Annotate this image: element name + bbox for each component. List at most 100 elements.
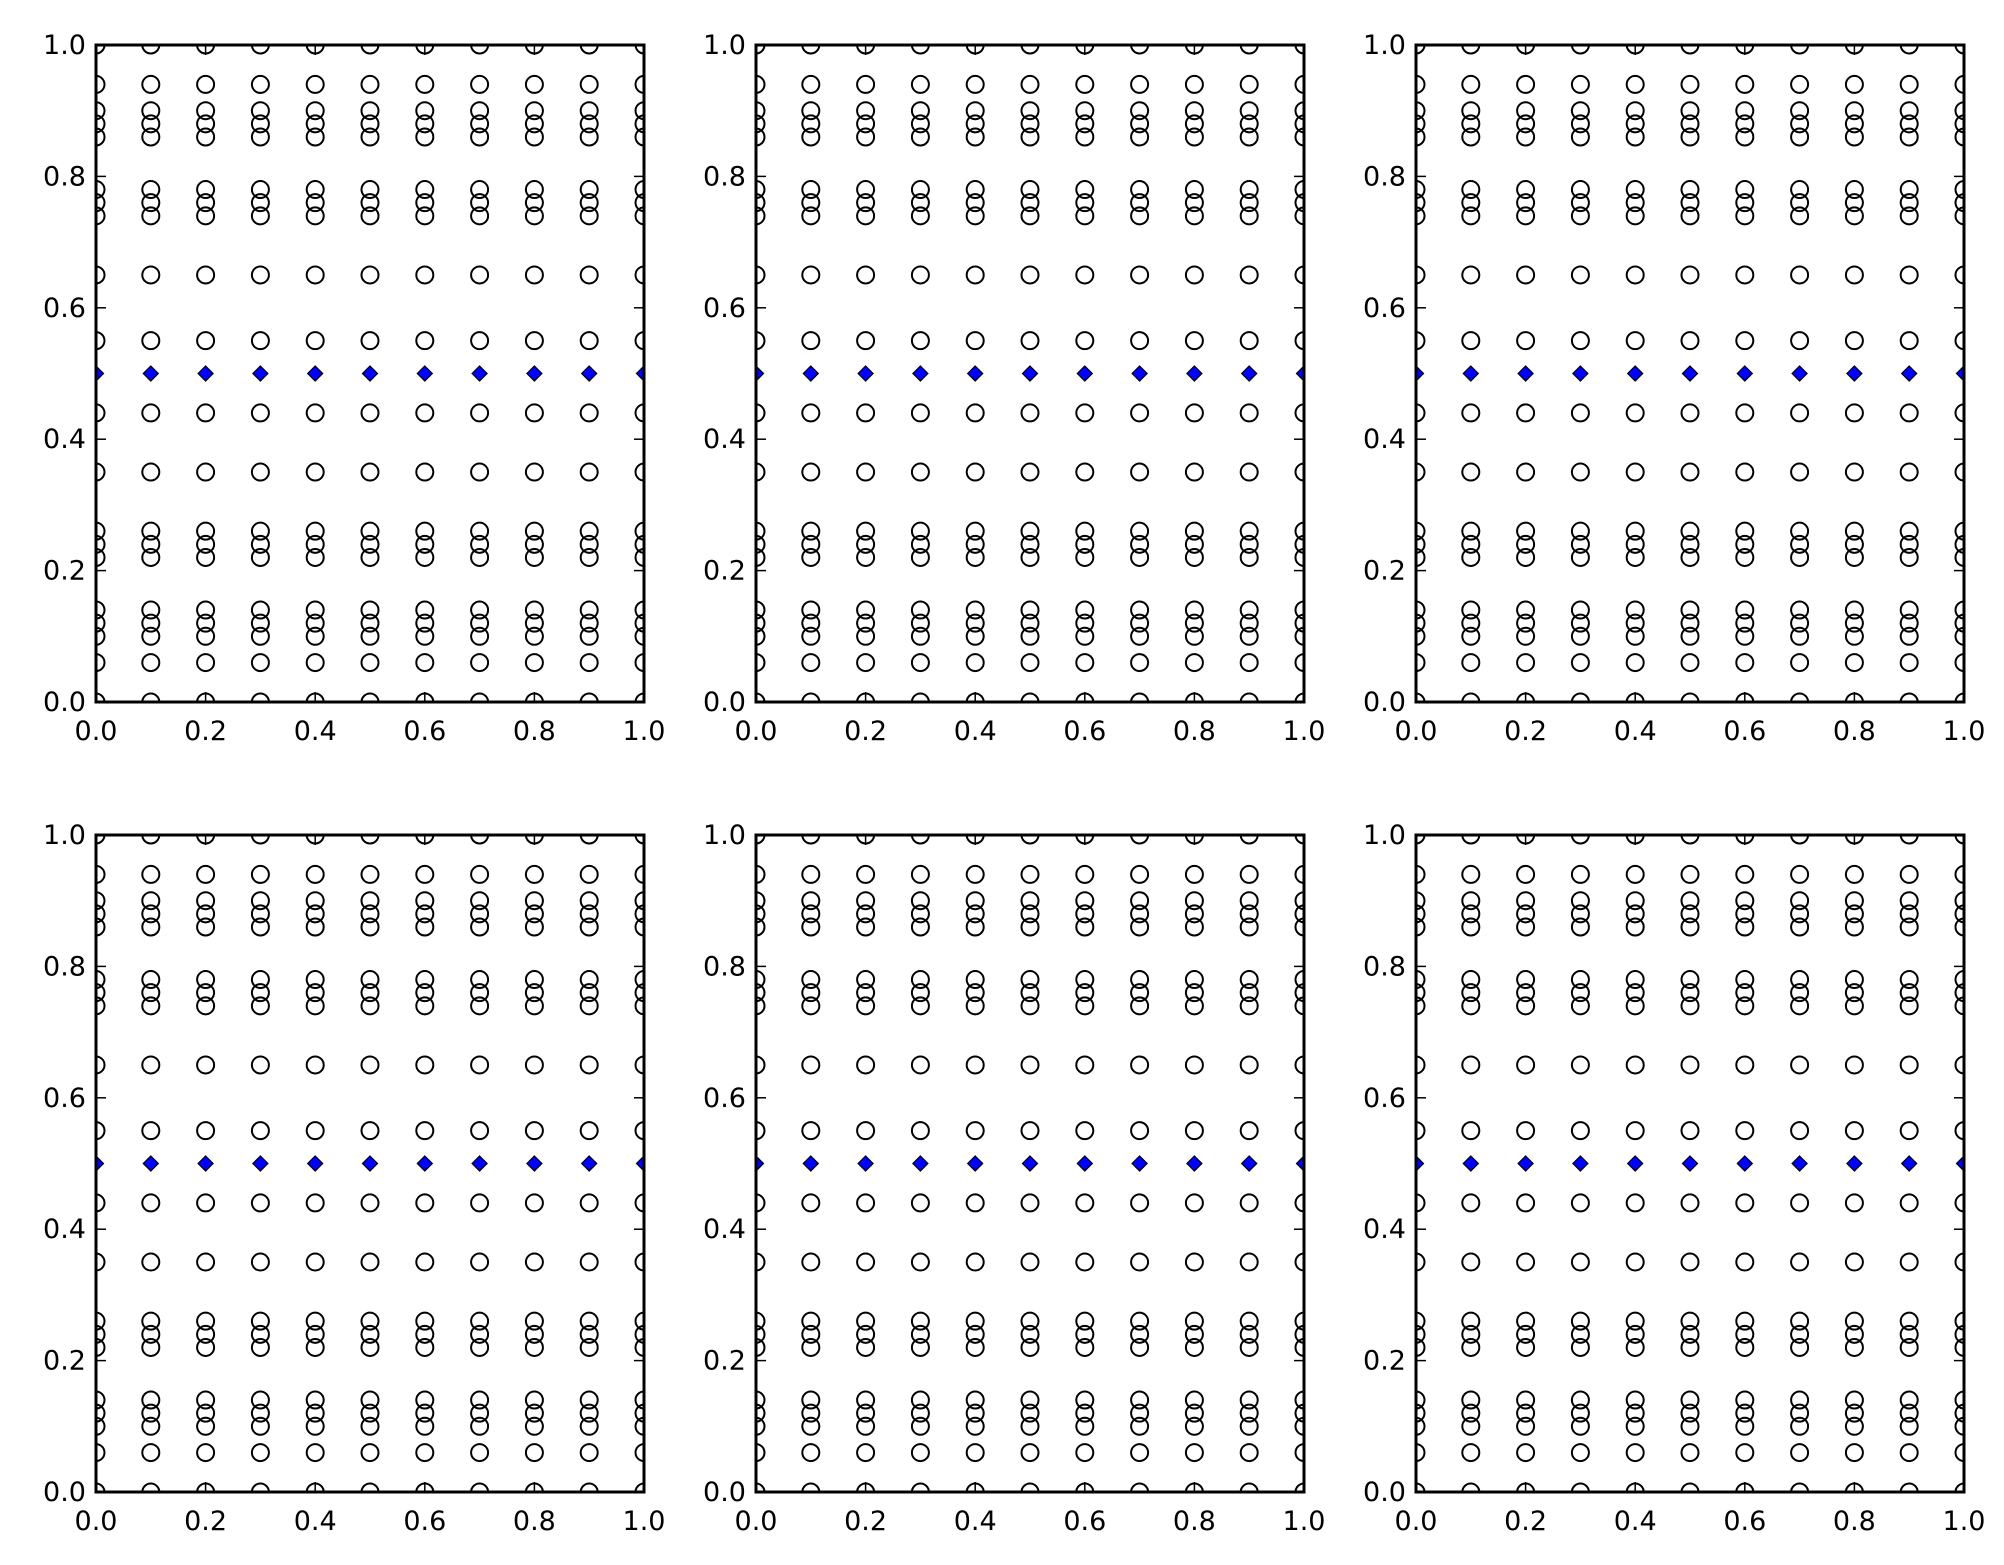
x-tick-label: 0.0 (735, 716, 778, 747)
circle-point (524, 1337, 544, 1357)
circle-point (910, 692, 930, 702)
circle-point (801, 1252, 821, 1272)
circle-point (579, 1252, 599, 1272)
circle-point (1899, 653, 1919, 673)
circle-point (1899, 534, 1919, 554)
circle-point (756, 864, 766, 884)
circle-point (856, 864, 876, 884)
circle-point (470, 626, 490, 646)
circle-point (360, 835, 380, 845)
circle-point (415, 1403, 435, 1423)
circle-point (1844, 1121, 1864, 1141)
circle-point (1130, 206, 1150, 226)
circle-point (1516, 521, 1536, 541)
circle-point (1184, 547, 1204, 567)
circle-point (1570, 1055, 1590, 1075)
circle-point (1020, 692, 1040, 702)
diamond-point (1681, 365, 1699, 382)
circle-point (250, 1311, 270, 1331)
circle-point (1790, 970, 1810, 990)
circle-point (1516, 193, 1536, 213)
circle-point (1790, 1482, 1810, 1492)
circle-point (1516, 1193, 1536, 1213)
circle-point (910, 1482, 930, 1492)
circle-point (524, 626, 544, 646)
circle-point (634, 180, 644, 200)
circle-point (470, 1193, 490, 1213)
circle-point (141, 1390, 161, 1410)
circle-point (470, 1252, 490, 1272)
circle-point (415, 917, 435, 937)
subplot-top-middle: 0.0 0.2 0.4 0.6 0.8 1.0 0.0 0.2 0.4 0.6 0.8 1.0 (703, 30, 1325, 747)
circle-point (470, 45, 490, 55)
circle-point (196, 74, 216, 94)
circle-point (1416, 193, 1426, 213)
axes-frame (94, 833, 646, 1494)
circle-point (1570, 521, 1590, 541)
circle-point (856, 206, 876, 226)
circle-point (1075, 534, 1095, 554)
circle-point (1239, 600, 1259, 620)
circle-point (1294, 917, 1304, 937)
circle-point (1625, 1252, 1645, 1272)
circle-point (856, 265, 876, 285)
circle-point (910, 600, 930, 620)
circle-point (910, 462, 930, 482)
circle-point (141, 835, 161, 845)
circle-point (1130, 547, 1150, 567)
diamond-point (802, 365, 820, 382)
circle-point (196, 904, 216, 924)
circle-point (634, 1252, 644, 1272)
subplot-top-right: 0.0 0.2 0.4 0.6 0.8 1.0 0.0 0.2 0.4 0.6 0.8 1.0 (1363, 30, 1985, 747)
circle-point (1130, 331, 1150, 351)
circle-point (524, 983, 544, 1003)
circle-point (524, 180, 544, 200)
circle-point (634, 626, 644, 646)
circle-point (1461, 331, 1481, 351)
circle-point (856, 180, 876, 200)
circle-point (1075, 1055, 1095, 1075)
circle-point (1516, 462, 1536, 482)
circle-point (910, 1311, 930, 1331)
circle-point (1416, 626, 1426, 646)
circle-point (250, 1252, 270, 1272)
circle-point (524, 1055, 544, 1075)
circle-point (1075, 403, 1095, 423)
circle-point (470, 692, 490, 702)
circle-point (96, 1311, 106, 1331)
circle-point (415, 1193, 435, 1213)
circle-point (634, 206, 644, 226)
circle-point (524, 101, 544, 121)
circle-point (196, 101, 216, 121)
diamond-point (1572, 1155, 1589, 1172)
circle-point (1239, 970, 1259, 990)
circle-point (910, 521, 930, 541)
diamond-point (306, 1155, 324, 1172)
y-tick-label: 0.8 (43, 161, 86, 192)
circle-point (470, 193, 490, 213)
circle-point (1570, 864, 1590, 884)
circle-point (360, 1482, 380, 1492)
circle-point (1516, 331, 1536, 351)
circle-point (305, 1324, 325, 1344)
circle-point (96, 127, 106, 147)
circle-point (1790, 331, 1810, 351)
circle-point (141, 1337, 161, 1357)
circle-point (415, 996, 435, 1016)
circle-point (1516, 1055, 1536, 1075)
circle-point (1680, 1324, 1700, 1344)
circle-point (1239, 653, 1259, 673)
circle-point (1625, 547, 1645, 567)
circle-point (965, 534, 985, 554)
circle-point (96, 1055, 106, 1075)
circle-point (965, 1121, 985, 1141)
circle-point (305, 983, 325, 1003)
diamond-point (416, 365, 434, 382)
circle-point (1075, 1416, 1095, 1436)
circle-point (1790, 265, 1810, 285)
circle-point (856, 193, 876, 213)
circle-point (1790, 1324, 1810, 1344)
circle-point (756, 403, 766, 423)
circle-point (1239, 983, 1259, 1003)
circle-point (1680, 653, 1700, 673)
